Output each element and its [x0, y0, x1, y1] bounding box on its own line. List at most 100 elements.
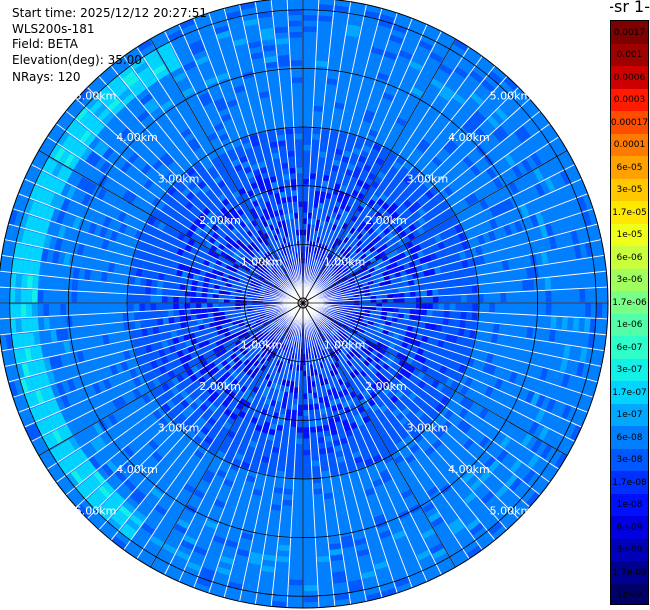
- ppi-cell: [140, 320, 147, 329]
- ppi-cell: [234, 452, 245, 462]
- ppi-cell: [322, 174, 330, 182]
- ppi-cell: [421, 335, 429, 343]
- ppi-cell: [16, 259, 24, 274]
- ppi-cell: [243, 343, 251, 350]
- ppi-cell: [548, 355, 558, 370]
- ppi-cell: [489, 498, 503, 513]
- ppi-cell: [361, 278, 368, 284]
- ppi-cell: [279, 527, 292, 535]
- ppi-cell: [358, 423, 368, 432]
- ppi-cell: [9, 273, 17, 288]
- ppi-cell: [468, 413, 479, 426]
- ppi-cell: [464, 218, 473, 229]
- ppi-cell: [576, 212, 587, 228]
- ppi-cell: [367, 363, 375, 371]
- ppi-cell: [374, 345, 382, 352]
- ppi-cell: [292, 523, 303, 529]
- ppi-cell: [330, 38, 344, 47]
- ppi-cell: [137, 554, 154, 568]
- ppi-cell: [300, 353, 303, 360]
- ppi-cell: [143, 372, 153, 383]
- ppi-cell: [363, 330, 371, 337]
- ppi-cell: [286, 327, 291, 334]
- ppi-cell: [76, 448, 89, 463]
- ppi-cell: [514, 87, 529, 102]
- ppi-cell: [218, 333, 226, 340]
- ppi-cell: [328, 351, 335, 359]
- ppi-cell: [554, 172, 566, 188]
- ppi-cell: [119, 466, 132, 479]
- ppi-cell: [280, 516, 292, 523]
- ppi-cell: [324, 334, 330, 341]
- ppi-cell: [248, 339, 255, 346]
- ppi-cell: [445, 513, 460, 526]
- ppi-cell: [337, 320, 344, 326]
- ppi-cell: [323, 280, 330, 286]
- ppi-cell: [464, 206, 474, 218]
- ppi-cell: [343, 40, 358, 49]
- ppi-cell: [283, 332, 288, 339]
- ppi-cell: [335, 311, 342, 316]
- ppi-cell: [482, 312, 490, 322]
- ppi-cell: [469, 401, 480, 414]
- ppi-cell: [328, 324, 334, 330]
- ppi-cell: [323, 342, 329, 349]
- ppi-cell: [366, 263, 374, 270]
- ppi-cell: [282, 344, 287, 351]
- ppi-cell: [523, 468, 537, 484]
- ppi-cell: [360, 253, 367, 260]
- ppi-cell: [223, 545, 238, 554]
- ppi-cell: [266, 316, 273, 321]
- ppi-cell: [541, 462, 555, 478]
- ppi-cell: [89, 492, 104, 507]
- ppi-cell: [437, 339, 445, 348]
- ppi-cell: [218, 445, 229, 454]
- ppi-cell: [353, 368, 360, 376]
- ppi-cell: [390, 29, 406, 39]
- ppi-cell: [303, 212, 308, 219]
- ppi-cell: [409, 534, 424, 546]
- ppi-cell: [128, 312, 135, 322]
- ppi-cell: [409, 414, 419, 425]
- ppi-cell: [442, 357, 451, 367]
- ppi-cell: [93, 370, 103, 382]
- ppi-cell: [475, 465, 488, 478]
- ppi-cell: [352, 354, 359, 362]
- ppi-cell: [274, 406, 281, 414]
- ppi-cell: [274, 583, 289, 591]
- ppi-cell: [152, 435, 164, 447]
- ppi-cell: [351, 171, 360, 179]
- ppi-cell: [318, 396, 325, 404]
- ppi-cell: [235, 415, 245, 424]
- ppi-cell: [479, 452, 492, 465]
- ppi-cell: [471, 311, 478, 321]
- ppi-cell: [303, 9, 318, 16]
- ppi-cell: [342, 349, 349, 356]
- ppi-cell: [334, 244, 340, 251]
- ppi-cell: [106, 272, 114, 283]
- ppi-cell: [498, 103, 513, 117]
- ppi-cell: [353, 532, 366, 541]
- ppi-cell: [499, 213, 509, 226]
- ppi-cell: [341, 179, 350, 187]
- ppi-cell: [406, 28, 422, 40]
- ppi-cell: [257, 369, 264, 377]
- ppi-cell: [501, 470, 514, 484]
- ppi-cell: [470, 131, 483, 144]
- ppi-cell: [162, 543, 178, 555]
- ppi-cell: [364, 10, 380, 19]
- ppi-cell: [353, 263, 360, 269]
- ppi-cell: [370, 303, 377, 307]
- ppi-cell: [544, 315, 552, 328]
- ppi-cell: [163, 413, 173, 424]
- ppi-cell: [240, 385, 248, 393]
- ppi-cell: [562, 303, 569, 316]
- ppi-cell: [439, 264, 447, 274]
- ppi-cell: [349, 241, 356, 249]
- ppi-cell: [196, 577, 213, 588]
- ppi-cell: [348, 277, 355, 283]
- ppi-cell: [139, 463, 152, 476]
- ppi-cell: [464, 276, 472, 286]
- ppi-cell: [329, 278, 335, 283]
- ppi-cell: [443, 409, 454, 420]
